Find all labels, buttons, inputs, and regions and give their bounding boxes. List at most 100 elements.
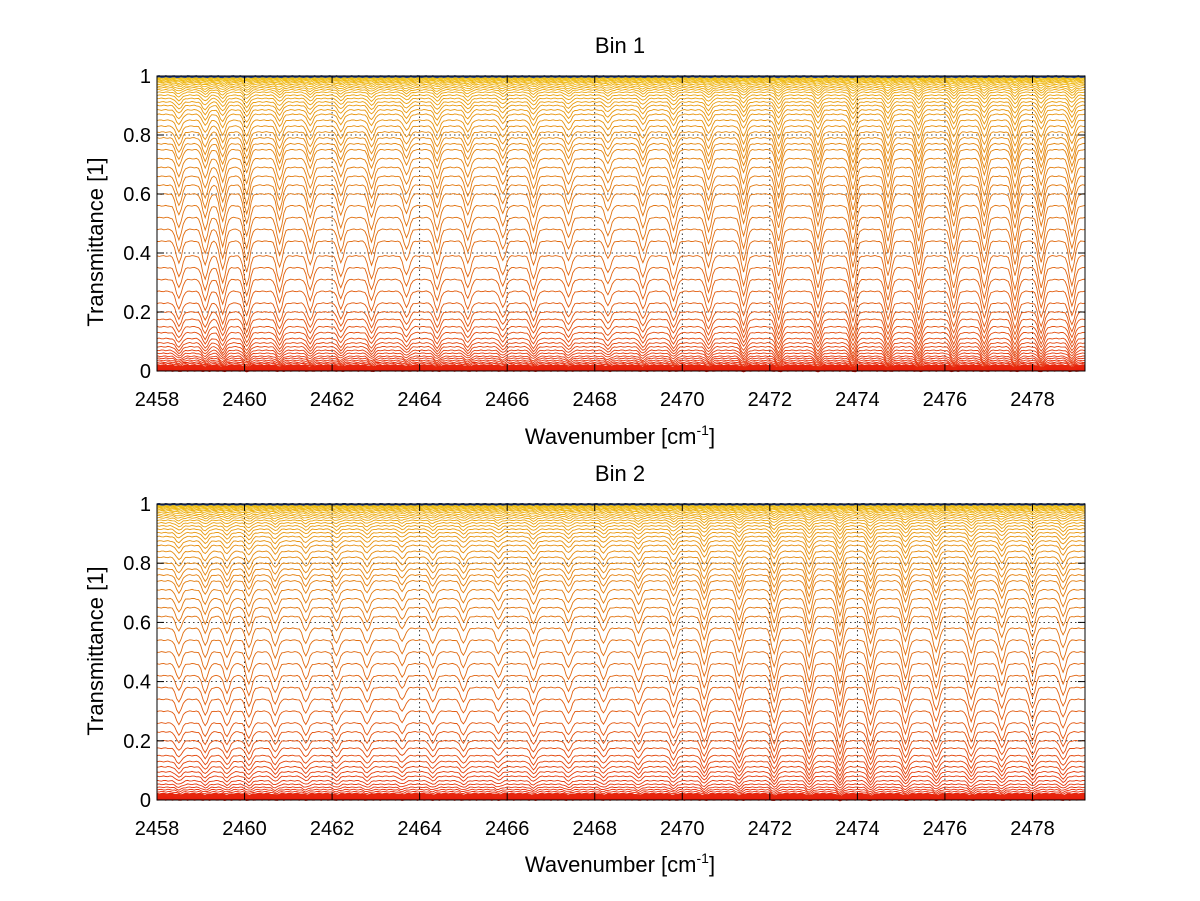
series-line bbox=[156, 550, 1086, 570]
series-line bbox=[156, 627, 1086, 661]
y-tick-label: 0.6 bbox=[123, 612, 151, 634]
series-line bbox=[156, 266, 1086, 302]
series-line bbox=[156, 355, 1085, 365]
series-line bbox=[156, 588, 1086, 618]
x-tick-label: 2470 bbox=[660, 818, 705, 840]
series-line bbox=[156, 101, 1086, 115]
series-line bbox=[156, 580, 1085, 607]
series-line bbox=[156, 78, 1085, 83]
ticks: 2458 2460 2462 2464 2466 2468 2470 2472 2474 2476… bbox=[123, 494, 1085, 840]
y-tick-label: 0.2 bbox=[123, 731, 151, 753]
series-line bbox=[157, 240, 1086, 279]
series-line bbox=[156, 698, 1086, 729]
series-line bbox=[156, 331, 1086, 351]
plot-area: 2458 2460 2462 2464 2466 2468 2470 2472 2474 2476… bbox=[123, 66, 1086, 411]
y-tick-label: 0.6 bbox=[123, 184, 151, 206]
series-line bbox=[156, 783, 1086, 791]
series-line bbox=[156, 540, 1086, 556]
series-line bbox=[156, 345, 1086, 360]
x-tick-label: 2468 bbox=[572, 389, 617, 411]
subplot-bin-2: Bin 2 2458 2460 2462 2464 2466 2468 2470 2472 24… bbox=[83, 461, 1086, 877]
y-tick-label: 0.2 bbox=[123, 302, 151, 324]
x-tick-label: 2464 bbox=[397, 818, 442, 840]
series-line bbox=[156, 710, 1086, 740]
series-line bbox=[156, 166, 1085, 201]
series-line bbox=[156, 119, 1086, 142]
series-line bbox=[156, 91, 1086, 102]
y-tick-label: 0.4 bbox=[123, 672, 151, 694]
axes-box bbox=[156, 75, 1086, 372]
series-line bbox=[156, 175, 1086, 211]
series-line bbox=[156, 104, 1086, 120]
x-tick-label: 2468 bbox=[572, 818, 617, 840]
x-axis-label-end: ] bbox=[709, 852, 715, 877]
series-line bbox=[156, 765, 1086, 781]
series-line bbox=[156, 357, 1086, 366]
chart-title: Bin 1 bbox=[595, 33, 645, 58]
series-line bbox=[156, 311, 1086, 338]
series-line bbox=[156, 318, 1086, 342]
series-line bbox=[156, 531, 1086, 544]
series-line bbox=[156, 662, 1086, 697]
series-line bbox=[156, 597, 1086, 628]
x-tick-label: 2462 bbox=[310, 818, 355, 840]
y-tick-label: 0 bbox=[140, 790, 151, 812]
series-line bbox=[157, 651, 1086, 684]
series-line bbox=[156, 506, 1086, 510]
x-tick-label: 2478 bbox=[1010, 389, 1055, 411]
x-tick-label: 2458 bbox=[135, 389, 180, 411]
series-line bbox=[156, 754, 1086, 772]
series-line bbox=[156, 364, 1086, 371]
series-line bbox=[156, 508, 1086, 513]
x-tick-label: 2474 bbox=[835, 818, 880, 840]
axes-box bbox=[156, 503, 1086, 801]
x-axis-label-sup: -1 bbox=[697, 422, 710, 438]
series-line bbox=[156, 142, 1086, 172]
series-line bbox=[156, 193, 1086, 230]
series-line bbox=[156, 137, 1086, 164]
series-line bbox=[157, 88, 1086, 98]
series-group bbox=[156, 502, 1086, 802]
series-line bbox=[156, 505, 1086, 508]
series-line bbox=[156, 544, 1086, 562]
y-axis-label: Transmittance [1] bbox=[83, 157, 108, 326]
y-tick-label: 1 bbox=[140, 66, 151, 88]
series-line bbox=[156, 83, 1086, 89]
series-line bbox=[156, 519, 1086, 528]
y-axis-label: Transmittance [1] bbox=[83, 566, 108, 735]
x-tick-label: 2476 bbox=[923, 389, 968, 411]
x-tick-label: 2460 bbox=[222, 389, 267, 411]
series-line bbox=[156, 80, 1086, 86]
series-line bbox=[156, 507, 1086, 511]
series-line bbox=[156, 568, 1086, 592]
series-line bbox=[156, 77, 1086, 81]
series-line bbox=[156, 606, 1086, 638]
x-tick-label: 2460 bbox=[222, 818, 267, 840]
series-line bbox=[156, 349, 1086, 361]
series-line bbox=[156, 278, 1086, 314]
x-axis-label-main: Wavenumber [cm bbox=[525, 852, 697, 877]
x-axis-label: Wavenumber [cm-1] bbox=[525, 850, 715, 877]
series-line bbox=[156, 86, 1086, 95]
series-line bbox=[156, 747, 1086, 767]
series-line bbox=[156, 775, 1086, 787]
series-line bbox=[156, 556, 1086, 577]
series-line bbox=[156, 216, 1086, 256]
x-tick-label: 2478 bbox=[1010, 818, 1055, 840]
series-line bbox=[156, 792, 1086, 799]
series-line bbox=[156, 574, 1086, 600]
x-axis-label: Wavenumber [cm-1] bbox=[525, 422, 715, 449]
x-tick-label: 2472 bbox=[748, 389, 793, 411]
series-line bbox=[156, 361, 1086, 368]
series-line bbox=[156, 131, 1086, 157]
series-line bbox=[156, 739, 1086, 762]
series-line bbox=[156, 325, 1086, 347]
subplot-bin-1: Bin 1 2458 2460 2462 2464 2466 2468 2470 2472 24… bbox=[83, 33, 1086, 449]
x-tick-label: 2476 bbox=[923, 818, 968, 840]
y-tick-label: 0.8 bbox=[123, 553, 151, 575]
series-line bbox=[157, 514, 1086, 521]
series-line bbox=[156, 97, 1086, 110]
series-line bbox=[156, 204, 1086, 244]
series-line bbox=[156, 722, 1086, 749]
series-line bbox=[156, 109, 1086, 127]
